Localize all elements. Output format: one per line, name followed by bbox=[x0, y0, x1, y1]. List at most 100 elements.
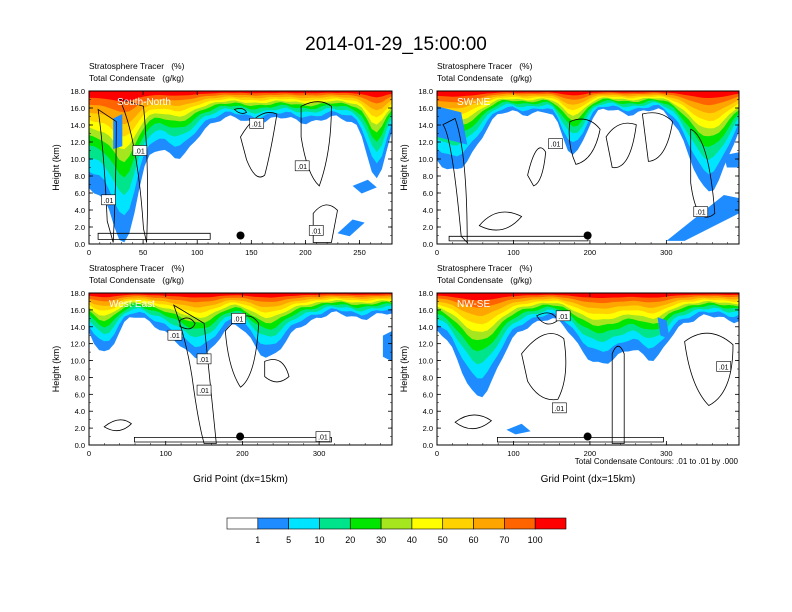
x-tick-label: 200 bbox=[584, 248, 597, 257]
field-label: Stratosphere Tracer (%) bbox=[89, 61, 185, 71]
y-tick-label: 2.0 bbox=[75, 223, 85, 232]
condensate-contour bbox=[478, 211, 523, 231]
x-tick-label: 100 bbox=[507, 449, 520, 458]
field-label: Stratosphere Tracer (%) bbox=[437, 61, 533, 71]
colorbar-box bbox=[504, 517, 536, 530]
contour-label: .01 bbox=[555, 310, 571, 322]
condensate-contour bbox=[611, 345, 625, 444]
tracer-band-8 bbox=[89, 91, 392, 113]
y-tick-label: 4.0 bbox=[75, 206, 85, 215]
y-tick-label: 2.0 bbox=[75, 424, 85, 433]
y-tick-label: 0.0 bbox=[75, 240, 85, 249]
tracer-blob bbox=[723, 152, 739, 168]
condensate-contour bbox=[521, 333, 567, 401]
tracer-band-9 bbox=[89, 293, 392, 298]
tracer-blob bbox=[666, 195, 739, 241]
colorbar-label: 20 bbox=[345, 535, 355, 545]
y-tick-label: 18.0 bbox=[418, 289, 433, 298]
y-tick-label: 0.0 bbox=[423, 441, 433, 450]
condensate-contour bbox=[497, 437, 664, 443]
panel-nw-se: .01 .01 .01 NW-SE Stratosphere Tracer (%) Tot… bbox=[399, 263, 740, 485]
y-tick-label: 2.0 bbox=[423, 223, 433, 232]
colorbar-box bbox=[380, 517, 413, 530]
colorbar-box bbox=[349, 517, 382, 530]
y-tick-label: 12.0 bbox=[70, 138, 85, 147]
x-axis: 0 100 200 300 bbox=[87, 293, 381, 458]
contour-label: .01 bbox=[548, 138, 563, 149]
x-tick-label: 0 bbox=[87, 449, 91, 458]
contour-label-text: .01 bbox=[554, 406, 564, 413]
y-tick-label: 12.0 bbox=[70, 340, 85, 349]
contour-label-text: .01 bbox=[135, 149, 145, 156]
contour-label-text: .01 bbox=[696, 210, 706, 217]
y-tick-label: 4.0 bbox=[75, 407, 85, 416]
figure-title: 2014-01-29_15:00:00 bbox=[305, 34, 487, 55]
y-tick-label: 18.0 bbox=[70, 289, 85, 298]
condensate-contour bbox=[454, 414, 493, 430]
contour-label-text: .01 bbox=[297, 164, 307, 171]
contour-label-text: .01 bbox=[199, 388, 209, 395]
tracer-band-7 bbox=[89, 91, 392, 125]
condensate-contour bbox=[442, 117, 468, 244]
plot-content: .01 .01 bbox=[437, 91, 739, 244]
contour-label: .01 bbox=[716, 361, 732, 372]
location-marker bbox=[583, 432, 592, 441]
y-axis-label: Height (km) bbox=[51, 346, 61, 393]
y-tick-label: 10.0 bbox=[418, 155, 433, 164]
contour-label: .01 bbox=[196, 353, 212, 365]
location-marker bbox=[236, 432, 245, 441]
condensate-contour bbox=[97, 108, 117, 243]
tracer-blob bbox=[506, 423, 531, 435]
contour-label-header: Total Condensate (g/kg) bbox=[437, 275, 532, 285]
y-axis-label: Height (km) bbox=[399, 346, 409, 393]
y-tick-label: 12.0 bbox=[418, 340, 433, 349]
plot-content: .01 .01 .01 bbox=[437, 293, 739, 444]
x-axis-label: Grid Point (dx=15km) bbox=[193, 474, 288, 485]
y-tick-label: 6.0 bbox=[423, 189, 433, 198]
field-label: Stratosphere Tracer (%) bbox=[89, 263, 185, 273]
contour-label-header: Total Condensate (g/kg) bbox=[89, 275, 184, 285]
colorbar-box bbox=[226, 517, 259, 530]
tracer-blob bbox=[657, 317, 670, 339]
colorbar-label: 10 bbox=[314, 535, 324, 545]
colorbar-label: 50 bbox=[438, 535, 448, 545]
x-axis: 0 100 200 300 bbox=[435, 91, 728, 257]
x-axis: 0 50 100 150 200 250 bbox=[87, 91, 393, 257]
tracer-band-9 bbox=[437, 91, 739, 98]
x-tick-label: 300 bbox=[660, 449, 673, 458]
location-marker bbox=[583, 231, 592, 240]
x-tick-label: 0 bbox=[87, 248, 91, 257]
y-tick-label: 2.0 bbox=[423, 424, 433, 433]
tracer-blob bbox=[113, 114, 123, 150]
x-axis-label: Grid Point (dx=15km) bbox=[541, 474, 636, 485]
panel-south-north: .01 .01 .01 .01 .01 South-North Stratosphere T… bbox=[51, 61, 393, 257]
colorbar-box bbox=[319, 517, 351, 530]
x-tick-label: 0 bbox=[435, 248, 439, 257]
y-tick-label: 4.0 bbox=[423, 407, 433, 416]
x-tick-label: 250 bbox=[353, 248, 366, 257]
colorbar-box bbox=[473, 517, 505, 530]
y-tick-label: 14.0 bbox=[70, 121, 85, 130]
x-tick-label: 100 bbox=[159, 449, 172, 458]
colorbar-label: 70 bbox=[499, 535, 509, 545]
condensate-contour bbox=[103, 419, 133, 432]
y-axis: 0.0 2.0 4.0 6.0 8.0 10.0 12.0 14.0 16.0 18.0 bbox=[70, 87, 392, 249]
colorbar-label: 5 bbox=[286, 535, 291, 545]
condensate-contour bbox=[233, 107, 248, 114]
contour-label-text: .01 bbox=[551, 142, 561, 149]
plot-content: .01 .01 .01 .01 .01 bbox=[89, 91, 392, 243]
condensate-contour bbox=[684, 332, 734, 406]
colorbar-box bbox=[442, 517, 474, 530]
condensate-contour bbox=[118, 98, 148, 243]
y-tick-label: 6.0 bbox=[75, 390, 85, 399]
y-tick-label: 0.0 bbox=[423, 240, 433, 249]
y-tick-label: 4.0 bbox=[423, 206, 433, 215]
condensate-contour bbox=[568, 118, 601, 165]
x-tick-label: 100 bbox=[507, 248, 520, 257]
y-tick-label: 0.0 bbox=[75, 441, 85, 450]
y-axis-label: Height (km) bbox=[51, 144, 61, 191]
location-marker bbox=[236, 231, 245, 240]
contour-label: .01 bbox=[308, 225, 324, 236]
y-tick-label: 18.0 bbox=[70, 87, 85, 96]
colorbar-label: 60 bbox=[468, 535, 478, 545]
